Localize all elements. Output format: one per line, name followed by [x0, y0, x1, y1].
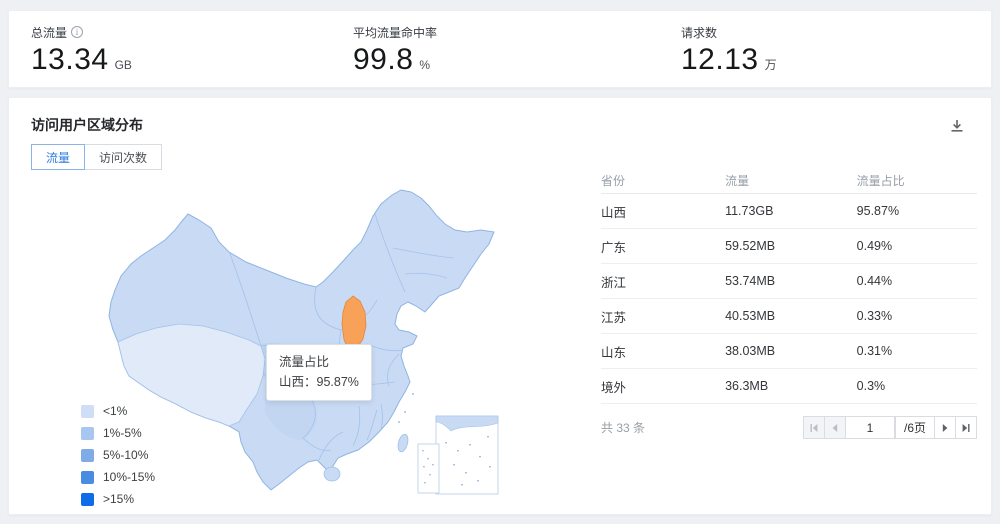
- map-metric-tabs: 流量 访问次数: [31, 144, 163, 170]
- table-header: 省份 流量 流量占比: [601, 168, 977, 194]
- cell-percent: 0.33%: [856, 309, 893, 323]
- cell-percent: 0.49%: [856, 239, 893, 253]
- island-hainan[interactable]: [323, 466, 341, 482]
- stat-requests: 请求数 12.13 万: [681, 24, 777, 77]
- table-row: 浙江 53.74MB 0.44%: [601, 264, 977, 299]
- tooltip-title: 流量占比: [279, 355, 330, 369]
- table-row: 境外 36.3MB 0.3%: [601, 369, 977, 404]
- cell-province: 山东: [601, 345, 627, 360]
- stat-requests-label: 请求数: [681, 24, 777, 40]
- island-taiwan[interactable]: [396, 433, 409, 453]
- stat-label-text: 请求数: [681, 25, 718, 40]
- legend-item: 1%-5%: [81, 422, 155, 444]
- cell-province: 山西: [601, 205, 627, 220]
- legend-item: <1%: [81, 400, 155, 422]
- stat-hit-rate-unit: %: [419, 58, 431, 72]
- stat-hit-rate-value: 99.8: [353, 43, 414, 76]
- total-pages-label: /6页: [894, 416, 935, 439]
- page-number-input[interactable]: [844, 416, 895, 439]
- stat-total-traffic: 总流量 13.34 GB: [31, 24, 132, 77]
- cell-province: 浙江: [601, 275, 627, 290]
- legend-swatch: [81, 448, 94, 462]
- cell-traffic: 40.53MB: [725, 309, 776, 323]
- stat-label-text: 平均流量命中率: [353, 25, 438, 40]
- legend-label: 1%-5%: [103, 426, 142, 440]
- region-distribution-panel: 访问用户区域分布 流量 访问次数: [8, 97, 992, 515]
- cell-province: 广东: [601, 240, 627, 255]
- map-legend: <1% 1%-5% 5%-10% 10%-15% >15%: [81, 400, 155, 510]
- stat-total-traffic-value: 13.34: [31, 43, 109, 76]
- table-row: 山东 38.03MB 0.31%: [601, 334, 977, 369]
- table-row: 山西 11.73GB 95.87%: [601, 194, 977, 229]
- map-tooltip: 流量占比 山西：95.87%: [266, 344, 372, 401]
- last-page-icon: [962, 423, 970, 432]
- next-page-icon: [942, 423, 948, 432]
- cell-percent: 95.87%: [856, 204, 900, 218]
- stat-total-traffic-label: 总流量: [31, 24, 132, 40]
- stats-panel: 总流量 13.34 GB 平均流量命中率 99.8 % 请求数 12.13 万: [8, 10, 992, 88]
- china-map[interactable]: 流量占比 山西：95.87% <1% 1%-5% 5%-10% 10%-15%: [61, 154, 581, 524]
- cell-traffic: 36.3MB: [725, 379, 769, 393]
- first-page-button[interactable]: [802, 416, 825, 439]
- cell-province: 江苏: [601, 310, 627, 325]
- legend-label: 10%-15%: [103, 470, 156, 484]
- table-row: 广东 59.52MB 0.49%: [601, 229, 977, 264]
- info-icon[interactable]: [71, 26, 84, 38]
- stat-hit-rate-label: 平均流量命中率: [353, 24, 437, 40]
- legend-label: <1%: [103, 404, 128, 418]
- legend-label: 5%-10%: [103, 448, 149, 462]
- cell-traffic: 38.03MB: [725, 344, 776, 358]
- province-shanxi-highlight[interactable]: [341, 295, 367, 351]
- legend-swatch: [81, 426, 94, 440]
- legend-swatch: [81, 404, 94, 418]
- south-china-sea-inset: [417, 415, 499, 495]
- tab-traffic[interactable]: 流量: [31, 144, 86, 170]
- cell-percent: 0.44%: [856, 274, 893, 288]
- cell-traffic: 11.73GB: [725, 204, 774, 218]
- cell-percent: 0.31%: [856, 344, 893, 358]
- prev-page-button[interactable]: [823, 416, 846, 439]
- stat-label-text: 总流量: [31, 25, 68, 40]
- col-header-percent: 流量占比: [856, 174, 905, 188]
- stat-requests-value: 12.13: [681, 43, 759, 76]
- first-page-icon: [810, 423, 818, 432]
- stat-requests-unit: 万: [764, 58, 777, 72]
- last-page-button[interactable]: [955, 416, 977, 439]
- cell-traffic: 53.74MB: [725, 274, 776, 288]
- legend-item: >15%: [81, 488, 155, 510]
- stat-hit-rate: 平均流量命中率 99.8 %: [353, 24, 437, 77]
- stat-total-traffic-unit: GB: [114, 58, 132, 72]
- page-title: 访问用户区域分布: [31, 117, 143, 133]
- legend-swatch: [81, 492, 94, 506]
- pagination: /6页: [802, 416, 977, 439]
- total-count-label: 共 33 条: [601, 421, 646, 435]
- prev-page-icon: [832, 423, 838, 432]
- province-tibet[interactable]: [117, 323, 266, 427]
- legend-item: 5%-10%: [81, 444, 155, 466]
- legend-label: >15%: [103, 492, 135, 506]
- download-icon: [951, 120, 963, 132]
- next-page-button[interactable]: [934, 416, 956, 439]
- cell-traffic: 59.52MB: [725, 239, 776, 253]
- table-footer: 共 33 条 /6页: [601, 416, 977, 440]
- cell-percent: 0.3%: [856, 379, 886, 393]
- cell-province: 境外: [601, 380, 627, 395]
- tooltip-value: 山西：95.87%: [279, 375, 359, 389]
- col-header-traffic: 流量: [725, 174, 750, 188]
- col-header-province: 省份: [601, 174, 626, 188]
- province-traffic-table: 省份 流量 流量占比 山西 11.73GB 95.87% 广东 59.52MB …: [601, 168, 977, 404]
- download-button[interactable]: [949, 118, 965, 134]
- table-row: 江苏 40.53MB 0.33%: [601, 299, 977, 334]
- legend-swatch: [81, 470, 94, 484]
- legend-item: 10%-15%: [81, 466, 155, 488]
